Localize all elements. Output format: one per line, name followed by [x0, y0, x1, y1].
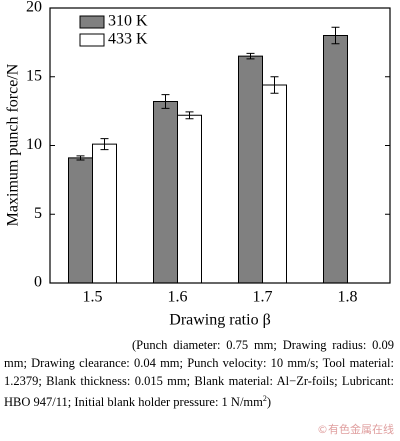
plot-frame	[49, 7, 391, 284]
error-bar	[100, 138, 109, 151]
y-tick-label: 5	[34, 205, 42, 222]
bar	[92, 143, 117, 284]
caption-end: )	[266, 395, 272, 410]
error-bar	[246, 52, 255, 60]
y-tick-label: 20	[26, 0, 42, 16]
legend-swatch	[79, 15, 105, 29]
caption-text: (Punch diameter: 0.75 mm; Drawing radius…	[4, 338, 394, 410]
legend-label: 310 K	[108, 13, 148, 30]
bar	[262, 84, 287, 284]
bar	[238, 55, 263, 284]
bar	[323, 35, 348, 284]
error-bar	[76, 155, 85, 161]
error-bar	[161, 94, 170, 109]
error-bar	[331, 26, 340, 45]
chart: Maximum punch force/N Drawing ratio β 0 5…	[5, 0, 391, 329]
bar	[153, 101, 178, 284]
x-tick-label: 1.7	[253, 289, 273, 306]
y-tick-label: 0	[34, 274, 42, 291]
y-tick-label: 15	[26, 67, 42, 84]
y-axis-label: Maximum punch force/N	[5, 63, 22, 226]
legend-swatch	[79, 33, 105, 47]
x-axis-label: Drawing ratio β	[169, 312, 270, 329]
x-tick-label: 1.5	[83, 289, 103, 306]
y-tick-label: 10	[26, 136, 42, 153]
x-tick-label: 1.6	[168, 289, 188, 306]
x-tick-label: 1.8	[338, 289, 358, 306]
error-bar	[185, 111, 194, 120]
bar	[68, 157, 93, 284]
legend-label: 433 K	[108, 31, 148, 48]
caption: (Punch diameter: 0.75 mm; Drawing radius…	[4, 336, 394, 411]
caption-sup: 2	[262, 394, 267, 403]
bar	[177, 114, 202, 284]
watermark: ©有色金属在线	[317, 423, 394, 436]
error-bar	[270, 76, 279, 94]
